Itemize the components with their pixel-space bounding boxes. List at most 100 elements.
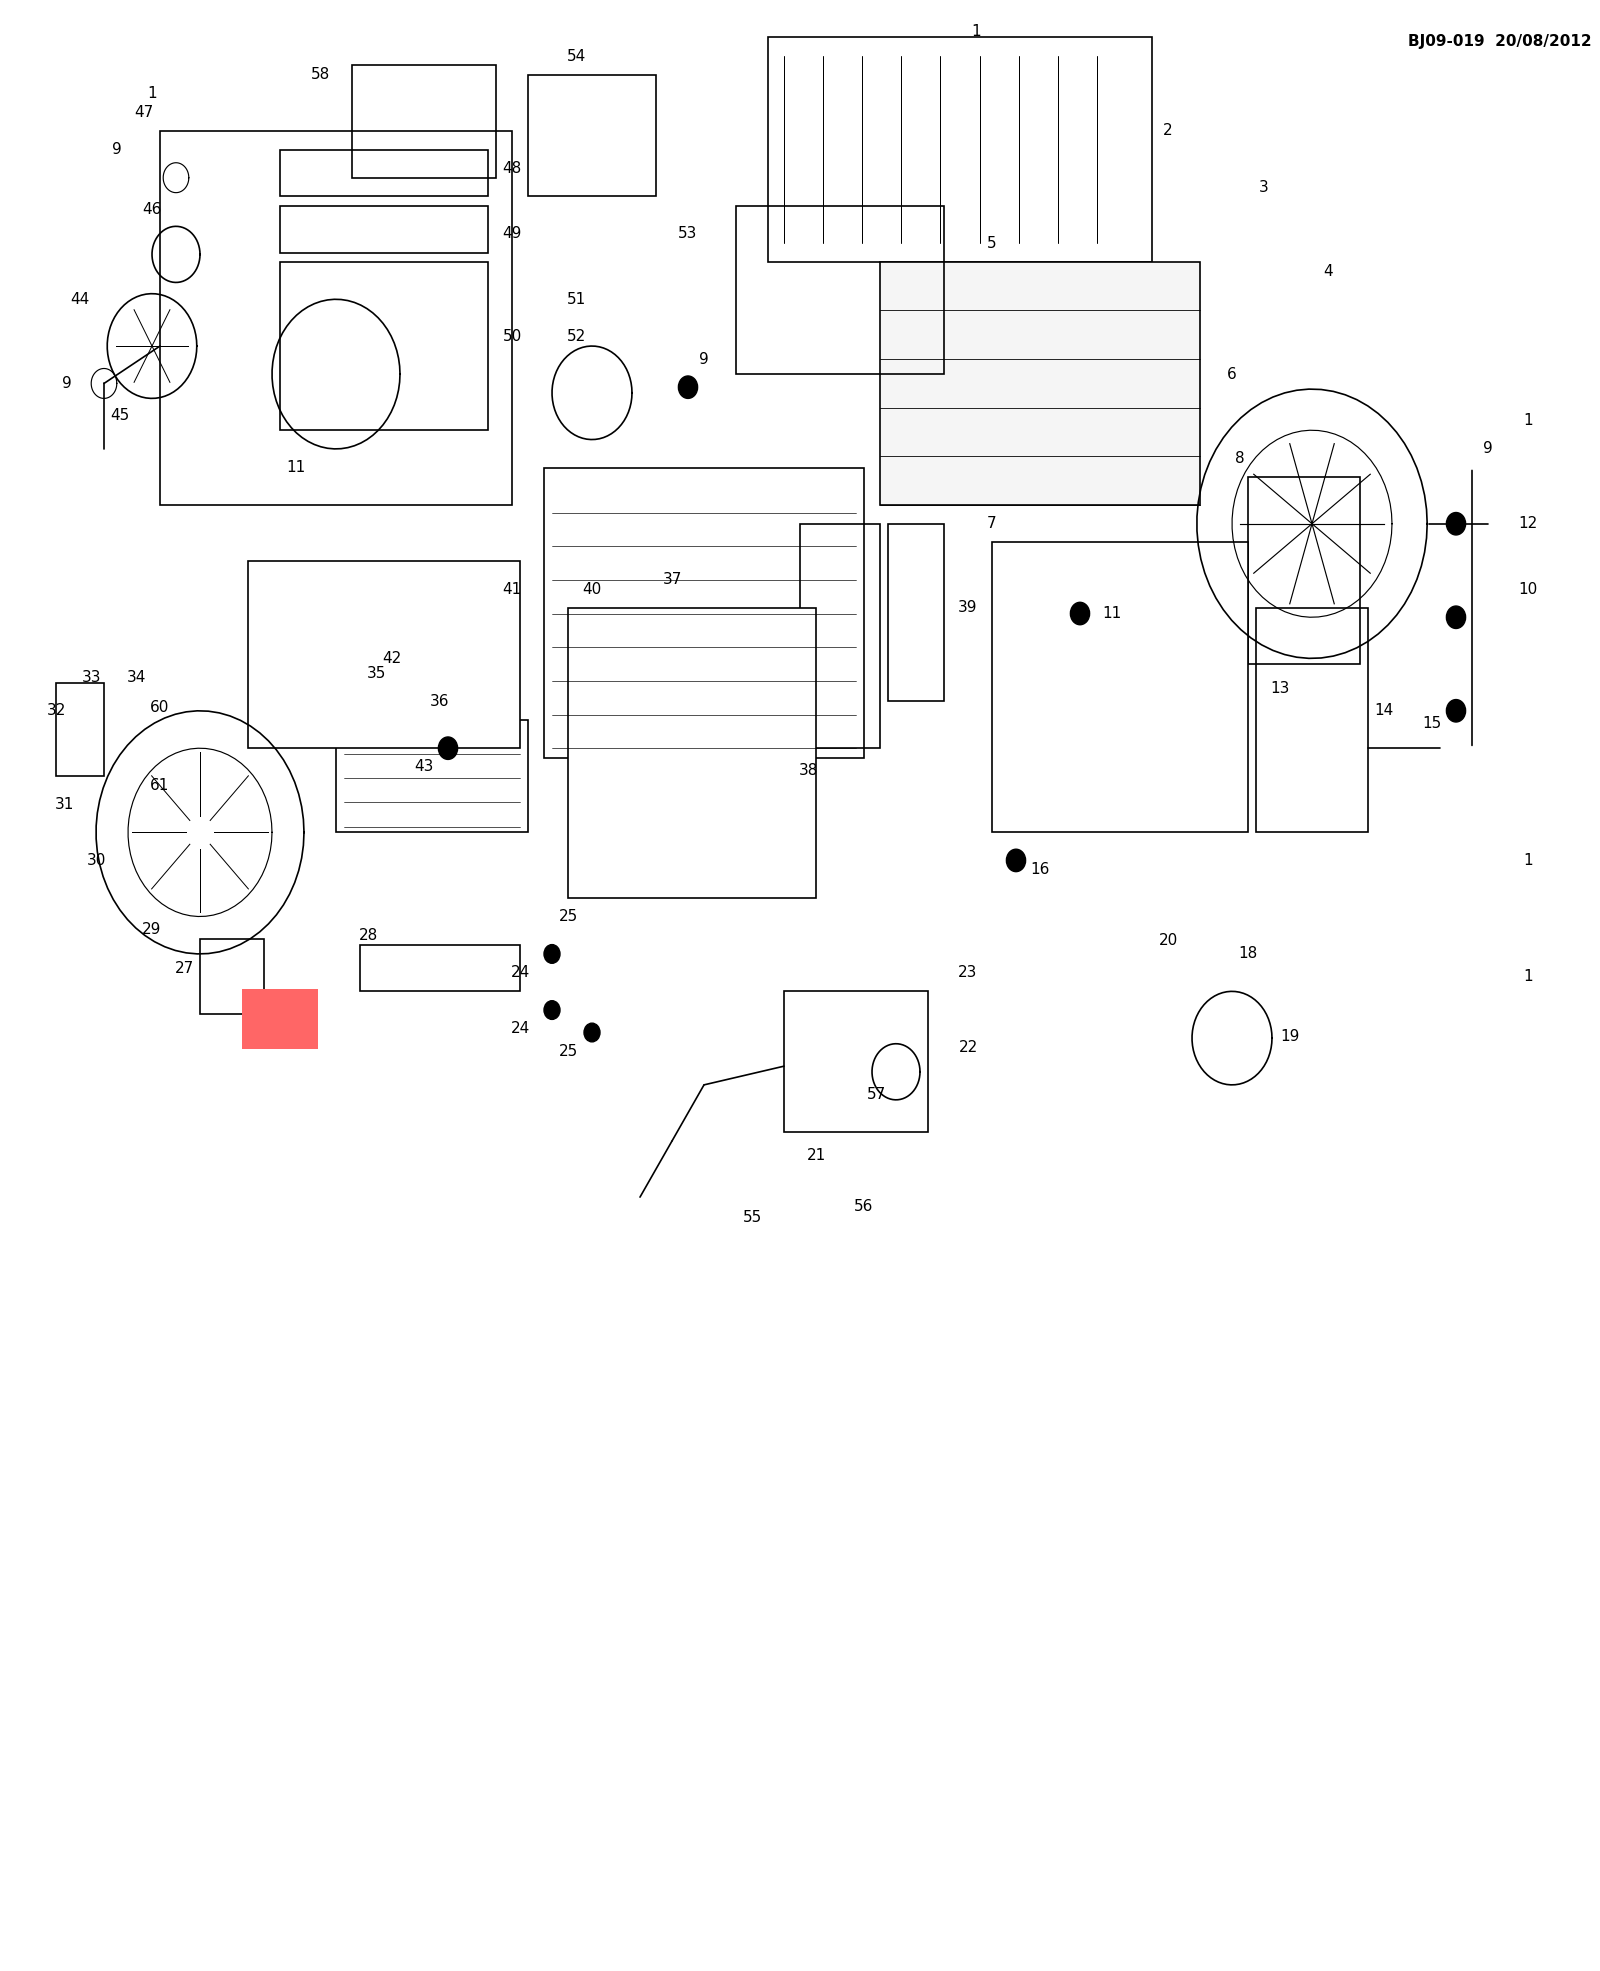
Text: 25: 25: [558, 909, 578, 924]
Bar: [1256, 607, 1368, 832]
Text: 24: 24: [510, 1021, 530, 1037]
Text: 43: 43: [414, 759, 434, 775]
Text: 48: 48: [502, 162, 522, 175]
Text: 47: 47: [134, 104, 154, 120]
Text: 1: 1: [1523, 853, 1533, 867]
Text: 9: 9: [699, 351, 709, 367]
Bar: [160, 130, 512, 505]
Circle shape: [1446, 512, 1466, 534]
Text: 9: 9: [112, 142, 122, 158]
Text: 24: 24: [510, 966, 530, 980]
Text: 38: 38: [798, 763, 818, 779]
Bar: [1248, 477, 1360, 664]
Text: 36: 36: [430, 694, 450, 710]
Text: 44: 44: [70, 292, 90, 307]
Text: 46: 46: [142, 201, 162, 217]
Text: 53: 53: [678, 227, 698, 240]
Bar: [280, 637, 360, 712]
Text: BJ09-019  20/08/2012: BJ09-019 20/08/2012: [1408, 34, 1592, 49]
Text: 3: 3: [1259, 179, 1269, 195]
Text: 41: 41: [502, 581, 522, 597]
Text: GENERAL MOTORS - 96958205    N - 26: GENERAL MOTORS - 96958205 N - 26: [376, 1902, 1224, 1939]
Text: 33: 33: [82, 670, 101, 684]
Bar: [568, 607, 816, 899]
Text: 11: 11: [1102, 605, 1122, 621]
Circle shape: [1446, 605, 1466, 629]
Text: 27: 27: [174, 962, 194, 976]
Text: 49: 49: [502, 227, 522, 240]
Text: 50: 50: [502, 329, 522, 345]
Text: 29: 29: [142, 922, 162, 936]
Bar: [280, 150, 488, 197]
Bar: [736, 205, 944, 374]
Text: 34: 34: [126, 670, 146, 684]
Text: 1: 1: [1523, 970, 1533, 984]
Circle shape: [544, 944, 560, 964]
Text: 51: 51: [566, 292, 586, 307]
Bar: [56, 682, 104, 777]
Text: 1: 1: [971, 24, 981, 39]
Text: 31: 31: [54, 796, 74, 812]
Text: 22: 22: [958, 1041, 978, 1054]
Text: 28: 28: [358, 928, 378, 942]
Bar: [280, 205, 488, 252]
Text: 25: 25: [558, 1045, 578, 1058]
Circle shape: [1446, 700, 1466, 721]
Bar: [880, 262, 1200, 505]
Text: 60: 60: [150, 700, 170, 715]
Text: 4: 4: [1323, 264, 1333, 278]
Text: 15: 15: [1422, 715, 1442, 731]
Bar: [352, 65, 496, 177]
Text: 57: 57: [867, 1086, 886, 1102]
Text: 11: 11: [286, 459, 306, 475]
Text: 39: 39: [958, 601, 978, 615]
Text: 9: 9: [62, 376, 72, 390]
Text: 12: 12: [1518, 516, 1538, 532]
Text: 23: 23: [958, 966, 978, 980]
Bar: [784, 991, 928, 1131]
Text: 1: 1: [147, 87, 157, 101]
Text: 61: 61: [150, 779, 170, 792]
Text: 20: 20: [1158, 934, 1178, 948]
Text: 18: 18: [1238, 946, 1258, 962]
Bar: [360, 944, 520, 991]
Text: 6: 6: [1227, 367, 1237, 382]
Circle shape: [544, 1001, 560, 1019]
Text: 1: 1: [1523, 414, 1533, 428]
Text: 9: 9: [1483, 442, 1493, 457]
Text: 45: 45: [110, 408, 130, 422]
Text: 10: 10: [1518, 581, 1538, 597]
Text: 42: 42: [382, 650, 402, 666]
FancyBboxPatch shape: [242, 989, 318, 1049]
Text: 16: 16: [1030, 861, 1050, 877]
Text: 7: 7: [987, 516, 997, 532]
Bar: [416, 617, 480, 712]
Circle shape: [678, 376, 698, 398]
Circle shape: [438, 737, 458, 759]
Text: 26: 26: [269, 1011, 291, 1027]
Bar: [280, 262, 488, 430]
Text: 54: 54: [566, 49, 586, 63]
Text: 19: 19: [1280, 1029, 1299, 1045]
Bar: [768, 37, 1152, 262]
Text: 30: 30: [86, 853, 106, 867]
Bar: [248, 562, 520, 749]
Bar: [528, 75, 656, 197]
Circle shape: [1006, 850, 1026, 871]
Bar: [544, 467, 864, 757]
Text: 58: 58: [310, 67, 330, 83]
Text: 14: 14: [1374, 704, 1394, 717]
Bar: [200, 938, 264, 1013]
Text: 56: 56: [854, 1198, 874, 1214]
Text: 13: 13: [1270, 680, 1290, 696]
Text: 5: 5: [987, 237, 997, 250]
Circle shape: [1070, 603, 1090, 625]
Bar: [992, 542, 1248, 832]
Text: 32: 32: [46, 704, 66, 717]
Text: 55: 55: [742, 1210, 762, 1226]
Text: 37: 37: [662, 572, 682, 587]
Bar: [336, 719, 528, 832]
Text: 35: 35: [366, 666, 386, 680]
Text: 8: 8: [1235, 451, 1245, 465]
Text: 52: 52: [566, 329, 586, 345]
